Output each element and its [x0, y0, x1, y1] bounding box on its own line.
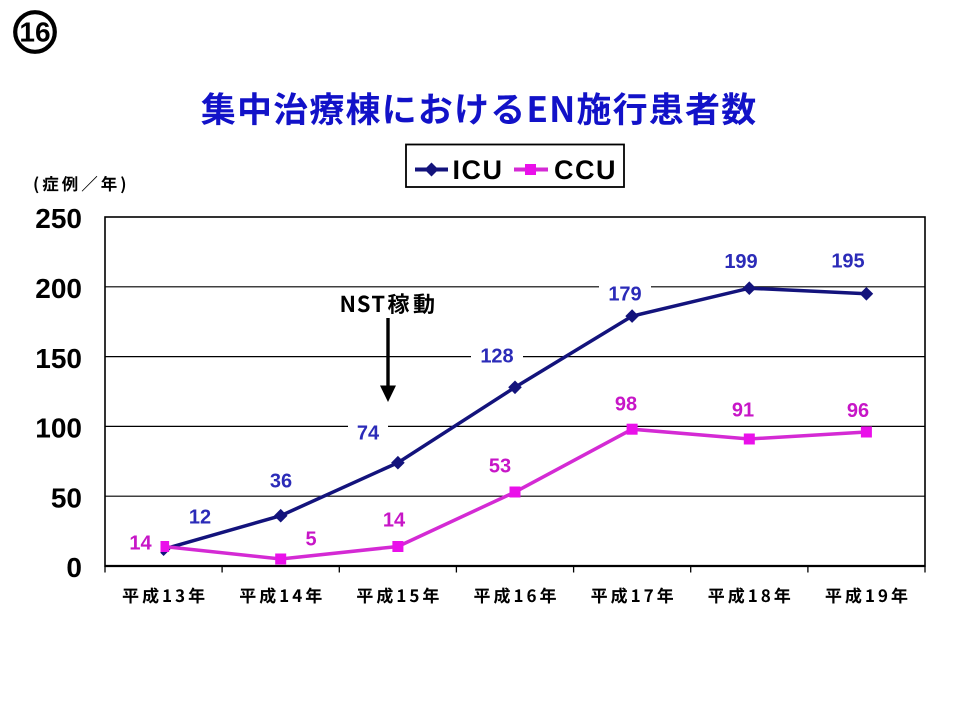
- svg-text:14: 14: [129, 532, 152, 554]
- svg-text:250: 250: [35, 203, 82, 234]
- svg-text:179: 179: [608, 283, 641, 305]
- svg-text:128: 128: [480, 345, 513, 367]
- svg-text:91: 91: [732, 399, 754, 421]
- svg-text:195: 195: [831, 250, 864, 272]
- svg-text:100: 100: [35, 413, 82, 444]
- svg-text:53: 53: [489, 455, 511, 477]
- svg-text:36: 36: [270, 470, 292, 492]
- svg-text:14: 14: [383, 509, 406, 531]
- svg-text:0: 0: [66, 552, 82, 583]
- svg-text:CCU: CCU: [554, 155, 617, 185]
- svg-text:98: 98: [615, 393, 637, 415]
- svg-text:ICU: ICU: [453, 155, 504, 185]
- svg-text:74: 74: [357, 422, 380, 444]
- svg-text:12: 12: [189, 506, 211, 528]
- svg-text:199: 199: [724, 251, 757, 273]
- svg-text:16: 16: [19, 17, 50, 48]
- svg-text:96: 96: [847, 400, 869, 422]
- svg-text:50: 50: [51, 482, 82, 513]
- svg-text:150: 150: [35, 343, 82, 374]
- svg-text:200: 200: [35, 273, 82, 304]
- svg-text:5: 5: [305, 528, 316, 550]
